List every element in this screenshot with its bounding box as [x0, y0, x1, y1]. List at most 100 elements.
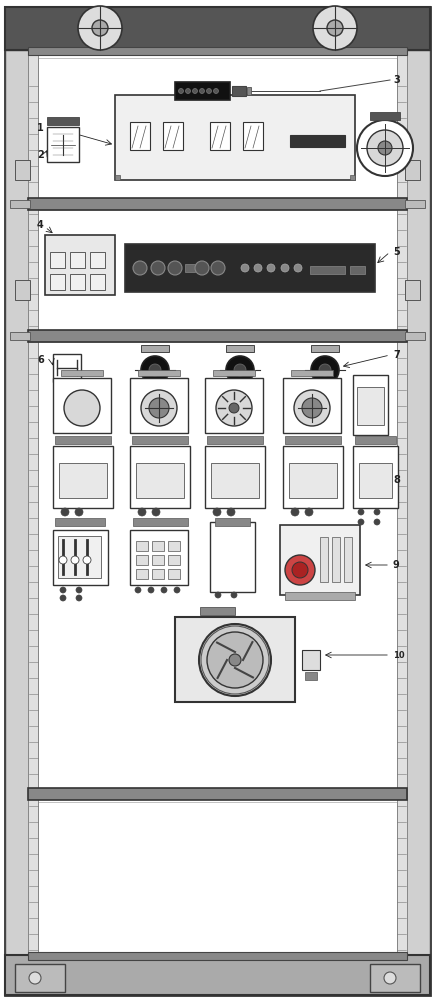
Bar: [210, 463, 258, 498]
Circle shape: [240, 264, 248, 272]
Bar: [283, 378, 340, 433]
Bar: [289, 135, 344, 147]
Text: 3: 3: [392, 75, 399, 85]
Bar: [28, 952, 406, 960]
Circle shape: [75, 508, 83, 516]
Bar: [130, 530, 187, 585]
Bar: [28, 198, 406, 210]
Bar: [168, 555, 180, 565]
Bar: [226, 345, 253, 352]
Circle shape: [61, 508, 69, 516]
Circle shape: [280, 264, 288, 272]
Bar: [352, 446, 397, 508]
Text: 2: 2: [37, 150, 44, 160]
Bar: [130, 122, 150, 150]
Circle shape: [293, 264, 301, 272]
Bar: [290, 370, 332, 376]
Bar: [349, 266, 364, 274]
Bar: [130, 378, 187, 433]
Bar: [309, 266, 344, 274]
Circle shape: [228, 403, 238, 413]
Bar: [279, 525, 359, 595]
Circle shape: [178, 89, 183, 94]
Bar: [47, 127, 79, 162]
Bar: [38, 58, 396, 198]
Circle shape: [326, 20, 342, 36]
Circle shape: [141, 356, 169, 384]
Bar: [50, 274, 65, 290]
Circle shape: [138, 508, 146, 516]
Bar: [284, 436, 340, 444]
Circle shape: [83, 556, 91, 564]
Bar: [5, 50, 30, 960]
Circle shape: [228, 654, 240, 666]
Bar: [138, 370, 180, 376]
Circle shape: [168, 261, 181, 275]
Circle shape: [174, 587, 180, 593]
Bar: [358, 463, 391, 498]
Bar: [331, 537, 339, 582]
Circle shape: [135, 587, 141, 593]
Circle shape: [151, 261, 164, 275]
Circle shape: [149, 398, 169, 418]
Bar: [404, 200, 424, 208]
Circle shape: [141, 390, 177, 426]
Circle shape: [59, 556, 67, 564]
Bar: [310, 345, 338, 352]
Bar: [404, 280, 419, 300]
Circle shape: [210, 261, 224, 275]
Circle shape: [198, 624, 270, 696]
Circle shape: [76, 587, 82, 593]
Circle shape: [290, 508, 298, 516]
Bar: [125, 244, 374, 292]
Bar: [163, 122, 183, 150]
Bar: [15, 160, 30, 180]
Circle shape: [318, 364, 330, 376]
Circle shape: [29, 972, 41, 984]
Bar: [28, 788, 406, 800]
Bar: [28, 50, 38, 960]
Circle shape: [366, 130, 402, 166]
Bar: [136, 555, 148, 565]
Bar: [243, 122, 263, 150]
Bar: [369, 964, 419, 992]
Circle shape: [60, 595, 66, 601]
Bar: [349, 175, 354, 180]
Text: 1: 1: [37, 123, 44, 133]
Circle shape: [133, 261, 147, 275]
Bar: [404, 160, 419, 180]
Bar: [132, 436, 187, 444]
Circle shape: [291, 562, 307, 578]
Circle shape: [76, 595, 82, 601]
Bar: [58, 536, 101, 578]
Bar: [15, 964, 65, 992]
Bar: [38, 802, 396, 952]
Text: 7: 7: [392, 350, 399, 360]
Circle shape: [71, 556, 79, 564]
Bar: [130, 446, 190, 508]
Bar: [55, 518, 105, 526]
Bar: [247, 87, 250, 95]
Bar: [168, 569, 180, 579]
Bar: [133, 518, 187, 526]
Text: 8: 8: [392, 475, 399, 485]
Bar: [53, 530, 108, 585]
Bar: [70, 252, 85, 268]
Bar: [151, 541, 164, 551]
Circle shape: [151, 508, 160, 516]
Bar: [231, 86, 246, 96]
Circle shape: [207, 632, 263, 688]
Bar: [141, 345, 169, 352]
Bar: [59, 463, 107, 498]
Bar: [15, 280, 30, 300]
Bar: [200, 607, 234, 615]
Circle shape: [304, 508, 312, 516]
Bar: [136, 463, 184, 498]
Bar: [151, 569, 164, 579]
Bar: [53, 378, 111, 433]
Bar: [174, 82, 230, 100]
Bar: [356, 387, 383, 425]
Text: 10: 10: [392, 650, 404, 660]
Circle shape: [233, 364, 246, 376]
Circle shape: [216, 390, 251, 426]
